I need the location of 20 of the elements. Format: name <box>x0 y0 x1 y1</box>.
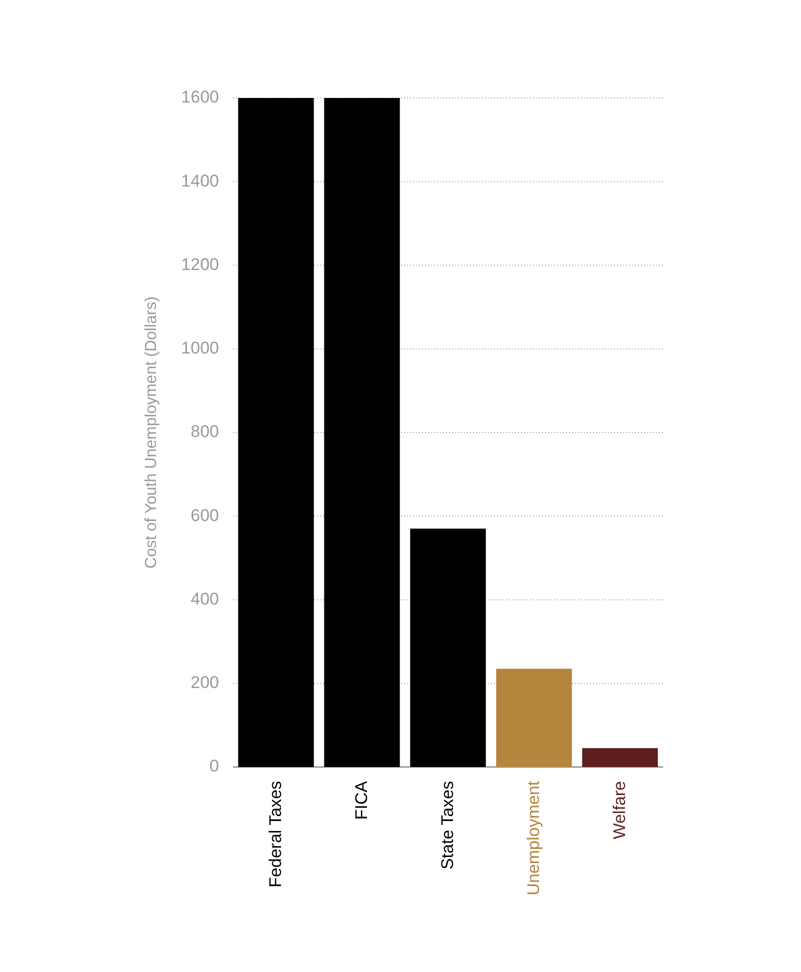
y-tick-label: 0 <box>210 756 219 776</box>
y-axis-title: Cost of Youth Unemployment (Dollars) <box>143 296 160 569</box>
y-tick-label: 1600 <box>181 88 219 107</box>
bar <box>410 528 486 767</box>
x-tick-label: State Taxes <box>437 781 458 870</box>
x-tick-label: Federal Taxes <box>265 781 286 888</box>
x-tick-label: Unemployment <box>523 781 544 896</box>
bar <box>238 98 314 767</box>
x-tick-label: FICA <box>351 781 372 820</box>
y-tick-label: 1200 <box>181 254 219 274</box>
x-tick-label: Welfare <box>609 781 630 840</box>
y-tick-label: 400 <box>190 589 219 608</box>
bar <box>324 98 400 767</box>
bar <box>496 668 572 767</box>
y-tick-label: 1400 <box>181 171 219 190</box>
y-tick-label: 1000 <box>181 338 219 358</box>
y-tick-label: 800 <box>190 422 219 442</box>
bar <box>582 748 658 767</box>
y-tick-label: 200 <box>190 673 219 692</box>
y-tick-label: 600 <box>190 506 219 525</box>
